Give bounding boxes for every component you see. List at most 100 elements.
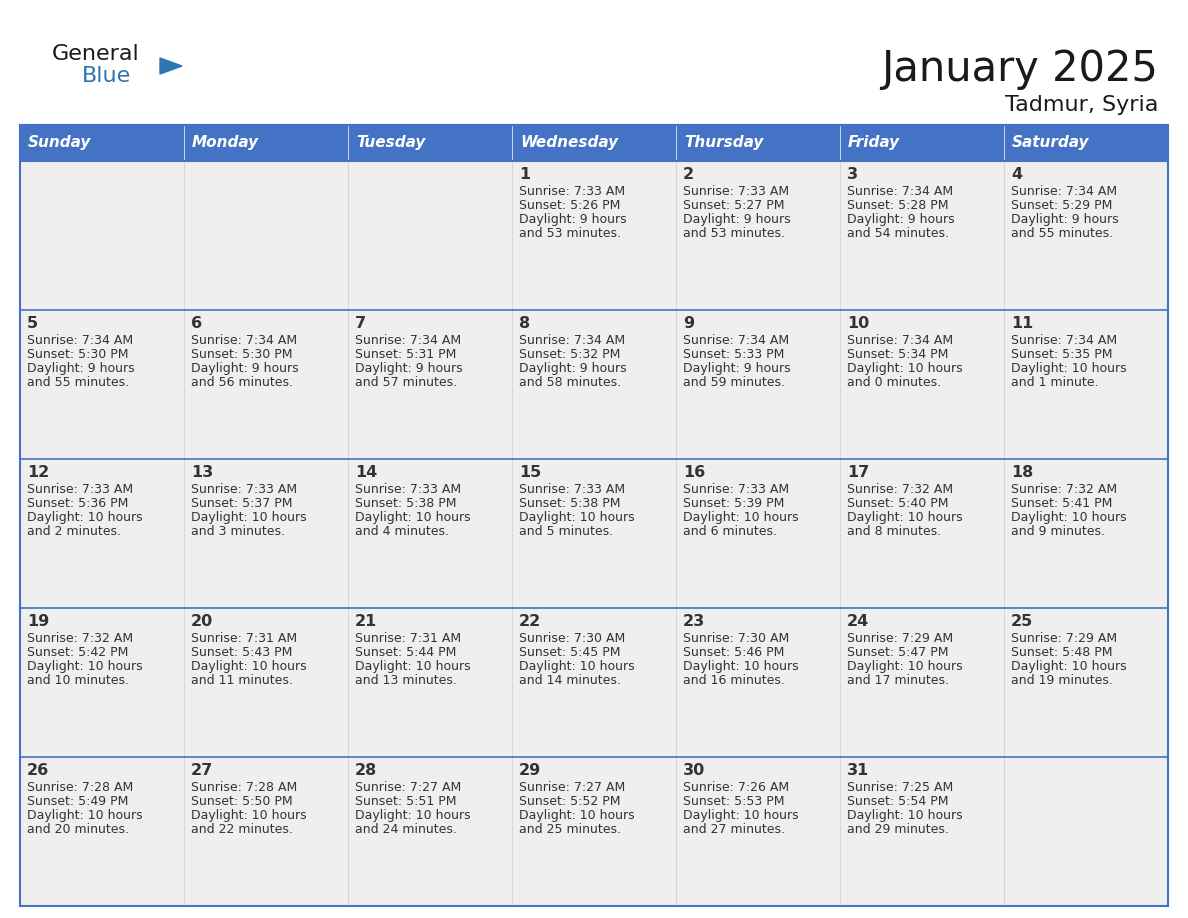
Text: Sunset: 5:52 PM: Sunset: 5:52 PM — [519, 795, 620, 809]
Text: and 11 minutes.: and 11 minutes. — [191, 674, 293, 688]
Text: 17: 17 — [847, 465, 870, 480]
Bar — [184, 161, 348, 310]
Text: 7: 7 — [355, 316, 366, 331]
Text: 2: 2 — [683, 167, 694, 182]
Text: Sunset: 5:45 PM: Sunset: 5:45 PM — [519, 646, 620, 659]
Text: and 24 minutes.: and 24 minutes. — [355, 823, 457, 836]
Text: 23: 23 — [683, 614, 706, 629]
Text: Daylight: 10 hours: Daylight: 10 hours — [519, 511, 634, 524]
Text: Sunset: 5:32 PM: Sunset: 5:32 PM — [519, 348, 620, 362]
Text: 21: 21 — [355, 614, 378, 629]
Text: Daylight: 10 hours: Daylight: 10 hours — [1011, 660, 1126, 673]
Text: 25: 25 — [1011, 614, 1034, 629]
Text: Daylight: 10 hours: Daylight: 10 hours — [191, 511, 307, 524]
Text: Blue: Blue — [82, 66, 131, 86]
Text: Tuesday: Tuesday — [356, 136, 425, 151]
Bar — [840, 125, 1004, 161]
Text: Sunrise: 7:34 AM: Sunrise: 7:34 AM — [191, 334, 297, 347]
Bar — [676, 608, 840, 757]
Text: 19: 19 — [27, 614, 49, 629]
Text: and 54 minutes.: and 54 minutes. — [847, 228, 949, 241]
Bar — [1004, 459, 1168, 608]
Text: Sunset: 5:50 PM: Sunset: 5:50 PM — [191, 795, 292, 809]
Bar — [348, 125, 512, 161]
Text: Sunset: 5:35 PM: Sunset: 5:35 PM — [1011, 348, 1112, 362]
Text: Tadmur, Syria: Tadmur, Syria — [1005, 95, 1158, 115]
Bar — [512, 459, 676, 608]
Text: Daylight: 9 hours: Daylight: 9 hours — [27, 363, 134, 375]
Text: 12: 12 — [27, 465, 49, 480]
Text: Sunset: 5:39 PM: Sunset: 5:39 PM — [683, 498, 784, 510]
Text: Daylight: 10 hours: Daylight: 10 hours — [355, 810, 470, 823]
Bar — [184, 459, 348, 608]
Text: and 20 minutes.: and 20 minutes. — [27, 823, 129, 836]
Text: Sunrise: 7:34 AM: Sunrise: 7:34 AM — [847, 334, 953, 347]
Text: 27: 27 — [191, 763, 214, 778]
Text: Daylight: 10 hours: Daylight: 10 hours — [683, 511, 798, 524]
Text: 9: 9 — [683, 316, 694, 331]
Text: 15: 15 — [519, 465, 542, 480]
Text: and 55 minutes.: and 55 minutes. — [27, 376, 129, 389]
Text: Sunrise: 7:27 AM: Sunrise: 7:27 AM — [519, 781, 625, 794]
Text: Sunset: 5:49 PM: Sunset: 5:49 PM — [27, 795, 128, 809]
Text: Sunset: 5:27 PM: Sunset: 5:27 PM — [683, 199, 784, 212]
Bar — [512, 757, 676, 906]
Bar — [1004, 757, 1168, 906]
Text: 24: 24 — [847, 614, 870, 629]
Bar — [348, 310, 512, 459]
Text: Sunset: 5:31 PM: Sunset: 5:31 PM — [355, 348, 456, 362]
Text: Sunrise: 7:31 AM: Sunrise: 7:31 AM — [355, 633, 461, 645]
Text: Sunrise: 7:32 AM: Sunrise: 7:32 AM — [27, 633, 133, 645]
Text: Sunset: 5:30 PM: Sunset: 5:30 PM — [191, 348, 292, 362]
Text: Sunrise: 7:34 AM: Sunrise: 7:34 AM — [847, 185, 953, 198]
Text: and 55 minutes.: and 55 minutes. — [1011, 228, 1113, 241]
Bar — [676, 125, 840, 161]
Text: Saturday: Saturday — [1012, 136, 1089, 151]
Text: Sunrise: 7:32 AM: Sunrise: 7:32 AM — [1011, 484, 1117, 497]
Text: Sunset: 5:42 PM: Sunset: 5:42 PM — [27, 646, 128, 659]
Text: and 2 minutes.: and 2 minutes. — [27, 525, 121, 538]
Text: Daylight: 10 hours: Daylight: 10 hours — [27, 511, 143, 524]
Text: Sunrise: 7:30 AM: Sunrise: 7:30 AM — [683, 633, 789, 645]
Text: Daylight: 10 hours: Daylight: 10 hours — [191, 810, 307, 823]
Bar — [512, 161, 676, 310]
Text: Sunrise: 7:32 AM: Sunrise: 7:32 AM — [847, 484, 953, 497]
Text: 14: 14 — [355, 465, 378, 480]
Text: Daylight: 10 hours: Daylight: 10 hours — [1011, 363, 1126, 375]
Bar — [20, 125, 1168, 906]
Text: Sunset: 5:51 PM: Sunset: 5:51 PM — [355, 795, 456, 809]
Text: 1: 1 — [519, 167, 530, 182]
Text: and 4 minutes.: and 4 minutes. — [355, 525, 449, 538]
Text: Sunrise: 7:34 AM: Sunrise: 7:34 AM — [683, 334, 789, 347]
Text: Daylight: 9 hours: Daylight: 9 hours — [683, 363, 791, 375]
Text: 8: 8 — [519, 316, 530, 331]
Text: Sunrise: 7:30 AM: Sunrise: 7:30 AM — [519, 633, 625, 645]
Text: 10: 10 — [847, 316, 870, 331]
Text: Sunrise: 7:28 AM: Sunrise: 7:28 AM — [27, 781, 133, 794]
Text: and 5 minutes.: and 5 minutes. — [519, 525, 613, 538]
Bar — [512, 310, 676, 459]
Text: Daylight: 10 hours: Daylight: 10 hours — [355, 660, 470, 673]
Text: 6: 6 — [191, 316, 202, 331]
Text: 30: 30 — [683, 763, 706, 778]
Text: Sunset: 5:46 PM: Sunset: 5:46 PM — [683, 646, 784, 659]
Text: 11: 11 — [1011, 316, 1034, 331]
Bar — [1004, 125, 1168, 161]
Text: and 9 minutes.: and 9 minutes. — [1011, 525, 1105, 538]
Text: Daylight: 9 hours: Daylight: 9 hours — [683, 213, 791, 227]
Text: Sunset: 5:29 PM: Sunset: 5:29 PM — [1011, 199, 1112, 212]
Polygon shape — [160, 58, 182, 74]
Bar — [676, 757, 840, 906]
Bar — [348, 608, 512, 757]
Text: Daylight: 10 hours: Daylight: 10 hours — [847, 511, 962, 524]
Bar — [20, 608, 184, 757]
Bar — [184, 125, 348, 161]
Text: Daylight: 10 hours: Daylight: 10 hours — [27, 660, 143, 673]
Text: Sunrise: 7:28 AM: Sunrise: 7:28 AM — [191, 781, 297, 794]
Text: 31: 31 — [847, 763, 870, 778]
Text: Daylight: 10 hours: Daylight: 10 hours — [683, 660, 798, 673]
Text: Sunrise: 7:33 AM: Sunrise: 7:33 AM — [27, 484, 133, 497]
Text: 13: 13 — [191, 465, 214, 480]
Text: and 17 minutes.: and 17 minutes. — [847, 674, 949, 688]
Text: Sunrise: 7:34 AM: Sunrise: 7:34 AM — [355, 334, 461, 347]
